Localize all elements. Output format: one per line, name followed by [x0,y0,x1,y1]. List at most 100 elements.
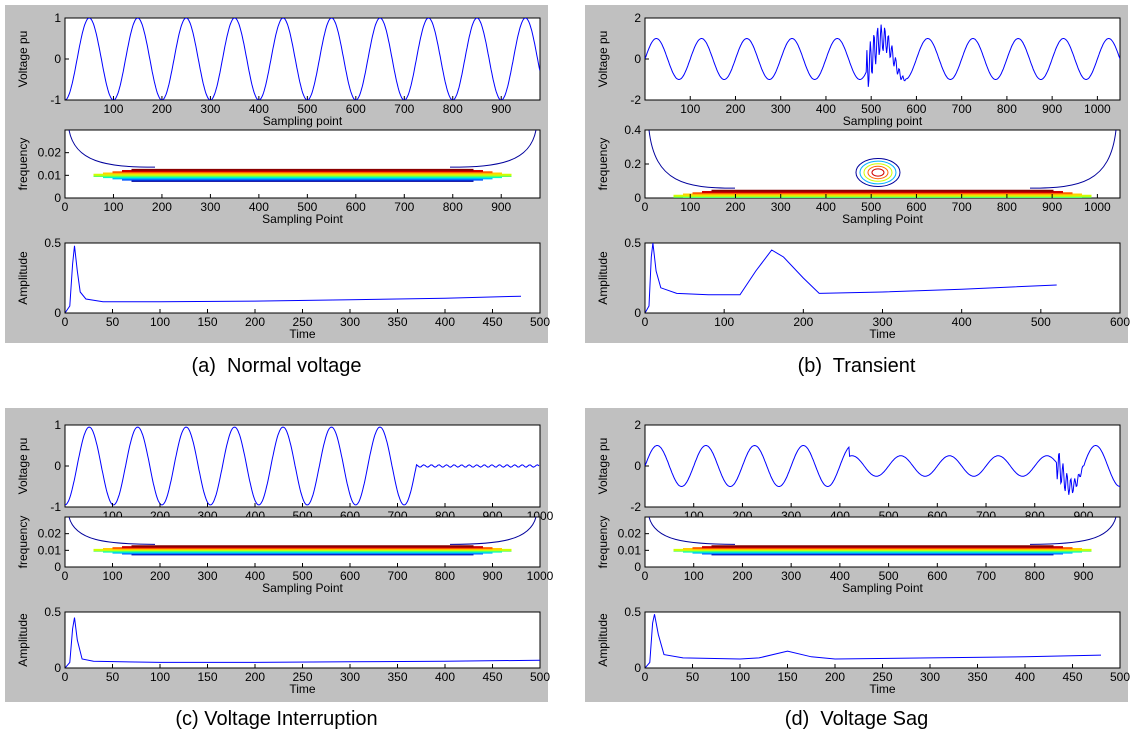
panel-b-sub1-ytick-label-2: 2 [634,11,641,25]
panel-d-sub2-ylabel: frequency [596,516,610,569]
panel-c-sub1-ytick-label-2: 1 [54,418,61,432]
panel-b-sub3-ylabel: Amplitude [596,251,610,305]
panel-d-sub2-xtick-label-0: 0 [642,569,649,583]
panel-d-sub2-xtick-label-5: 500 [879,569,899,583]
panel-d-sub1-data [645,444,1120,495]
panel-b-sub2-blob-ring-2 [859,160,897,185]
panel-d-sub2-xtick-label-7: 700 [976,569,996,583]
panel-a-sub1-ylabel: Voltage pu [16,31,30,88]
panel-b-sub1-xtick-label-8: 900 [1042,102,1062,116]
panel-b-sub3-xtick-label-3: 300 [872,315,892,329]
panel-b-sub3-ytick-label-0: 0 [634,306,641,320]
panel-b-sub1-xtick-label-7: 800 [997,102,1017,116]
panel-a-sub3-xtick-label-3: 150 [197,315,217,329]
panel-a-sub2-xtick-label-1: 100 [103,200,123,214]
panel-a-sub3-axes: 0 50 100 150 200 250 300 350 400 450 500 0 0.5 Time Am… [16,236,550,341]
panel-a-sub1-plot-area [64,17,541,101]
panel-a-sub2-xtick-label-9: 900 [491,200,511,214]
panel-a-sub3-xtick-label-8: 400 [435,315,455,329]
panel-d-sub3-ytick-label-0: 0 [634,661,641,675]
panel-c-sub3-xtick-label-4: 200 [245,670,265,684]
panel-a-sub2-axes: 0 100 200 300 400 500 600 700 800 900 0 0.01 0.02 Sam… [16,129,541,226]
panel-b-sub2-ylabel: frequency [596,138,610,191]
panel-c-sub2-xtick-label-6: 600 [340,569,360,583]
panel-a-sub1-data [65,18,540,100]
caption-panel-b: (b) Transient [797,355,916,377]
panel-c-sub3-axes: 0 50 100 150 200 250 300 350 400 450 500 0 0.5 Time Am… [16,605,550,696]
panel-a-sub2-xtick-label-7: 700 [394,200,414,214]
panel-a-sub3-series-1 [65,245,522,313]
panel-d-sub3-xtick-label-2: 100 [730,670,750,684]
panel-d-sub2-edge-right [1029,517,1117,545]
panel-a-sub3-xtick-label-9: 450 [482,315,502,329]
panel-c-sub3-xtick-label-10: 500 [530,670,550,684]
panel-b-sub1-series-1 [645,24,1120,87]
panel-b-sub3-ytick-label-1: 0.5 [624,236,641,250]
panel-c-sub3-xtick-label-0: 0 [62,670,69,684]
panel-a-sub3-plot-area [64,242,541,314]
panel-d-sub2-ytick-label-2: 0.02 [618,527,642,541]
panel-d-sub2-ytick-label-1: 0.01 [618,543,642,557]
panel-b-sub2-xtick-label-3: 300 [771,200,791,214]
panel-a-sub2-xlabel: Sampling Point [262,212,343,226]
panel-c-sub2-xtick-label-7: 700 [387,569,407,583]
panel-c-sub2-ytick-label-1: 0.01 [38,543,62,557]
panel-a-sub1-xtick-label-0: 100 [103,102,123,116]
panel-d-sub3-xtick-label-7: 350 [967,670,987,684]
panel-c-sub3-xtick-label-7: 350 [387,670,407,684]
panel-b-sub1-xlabel: Sampling point [843,114,923,128]
panel-b-sub3-series-1 [645,243,1057,313]
panel-b-sub2-edge-left [648,130,736,189]
panel-c-sub3-ytick-label-1: 0.5 [44,605,61,619]
panel-a-sub2-ytick-label-2: 0.02 [38,146,62,160]
panel-d-sub3-xtick-label-5: 250 [872,670,892,684]
panel-a-sub2-edge-right [449,130,537,168]
panel-c-sub3-xlabel: Time [289,682,316,696]
panel-b-sub2-blob-ring-1 [855,158,901,187]
panel-d-sub3-xtick-label-10: 500 [1110,670,1130,684]
panel-a-sub3-xtick-label-1: 50 [106,315,120,329]
panel-a-sub2-ytick-label-1: 0.01 [38,168,62,182]
panel-b-sub1-ytick-label-0: -2 [630,93,641,107]
panel-a-sub2-ylabel: frequency [16,138,30,191]
panel-b-sub2-blob-ring-3 [863,163,893,182]
panel-d-sub2-data [648,517,1117,556]
panel-d-sub2-xtick-label-1: 100 [684,569,704,583]
panel-b-sub1-ylabel: Voltage pu [596,31,610,88]
panel-c-sub2-xtick-label-3: 300 [197,569,217,583]
panel-c-sub3-series-1 [65,617,540,668]
panel-b-sub1-xtick-label-5: 600 [906,102,926,116]
panel-a-sub1-axes: 100 200 300 400 500 600 700 800 900 -1 0 1 Sampling … [16,11,541,128]
panel-a-sub3-ytick-label-1: 0.5 [44,236,61,250]
panel-b-sub1-xtick-label-3: 400 [816,102,836,116]
panel-c-sub2-xtick-label-9: 900 [482,569,502,583]
panel-a-sub1-xtick-label-3: 400 [249,102,269,116]
panel-b-sub2-xlabel: Sampling Point [842,212,923,226]
panel-a-sub3-data [65,245,522,313]
panel-b-sub2-xtick-label-2: 200 [725,200,745,214]
caption-panel-d: (d) Voltage Sag [784,708,929,730]
panel-c-sub2-xtick-label-8: 800 [435,569,455,583]
panel-c-sub3-xtick-label-3: 150 [197,670,217,684]
panel-a-sub2-xtick-label-0: 0 [62,200,69,214]
panel-a-sub3-xtick-label-4: 200 [245,315,265,329]
panel-a-sub3-xtick-label-0: 0 [62,315,69,329]
panel-b-sub2-xtick-label-0: 0 [642,200,649,214]
panel-c-sub2-ytick-label-0: 0 [54,560,61,574]
panel-c-sub2-xlabel: Sampling Point [262,581,343,595]
panel-c-sub3-xtick-label-5: 250 [292,670,312,684]
panel-b-sub3-axes: 0 100 200 300 400 500 600 0 0.5 Time Amplitude [596,236,1130,341]
panel-b-sub2-xtick-label-10: 1000 [1084,200,1111,214]
panel-b-sub3-xlabel: Time [869,327,896,341]
panel-c-sub2-xtick-label-1: 100 [102,569,122,583]
panel-a-sub2-xtick-label-8: 800 [443,200,463,214]
panel-c-sub3-ylabel: Amplitude [16,613,30,667]
panel-a-sub1-series-1 [65,18,540,100]
panel-a-sub2-xtick-label-6: 600 [346,200,366,214]
panel-a-sub2-xtick-label-3: 300 [200,200,220,214]
panel-c-sub2-xtick-label-0: 0 [62,569,69,583]
panel-b-sub3-xtick-label-1: 100 [714,315,734,329]
panel-a-sub3-xtick-label-10: 500 [530,315,550,329]
panel-a-sub1-xtick-label-7: 800 [443,102,463,116]
panel-d-sub3-xtick-label-0: 0 [642,670,649,684]
